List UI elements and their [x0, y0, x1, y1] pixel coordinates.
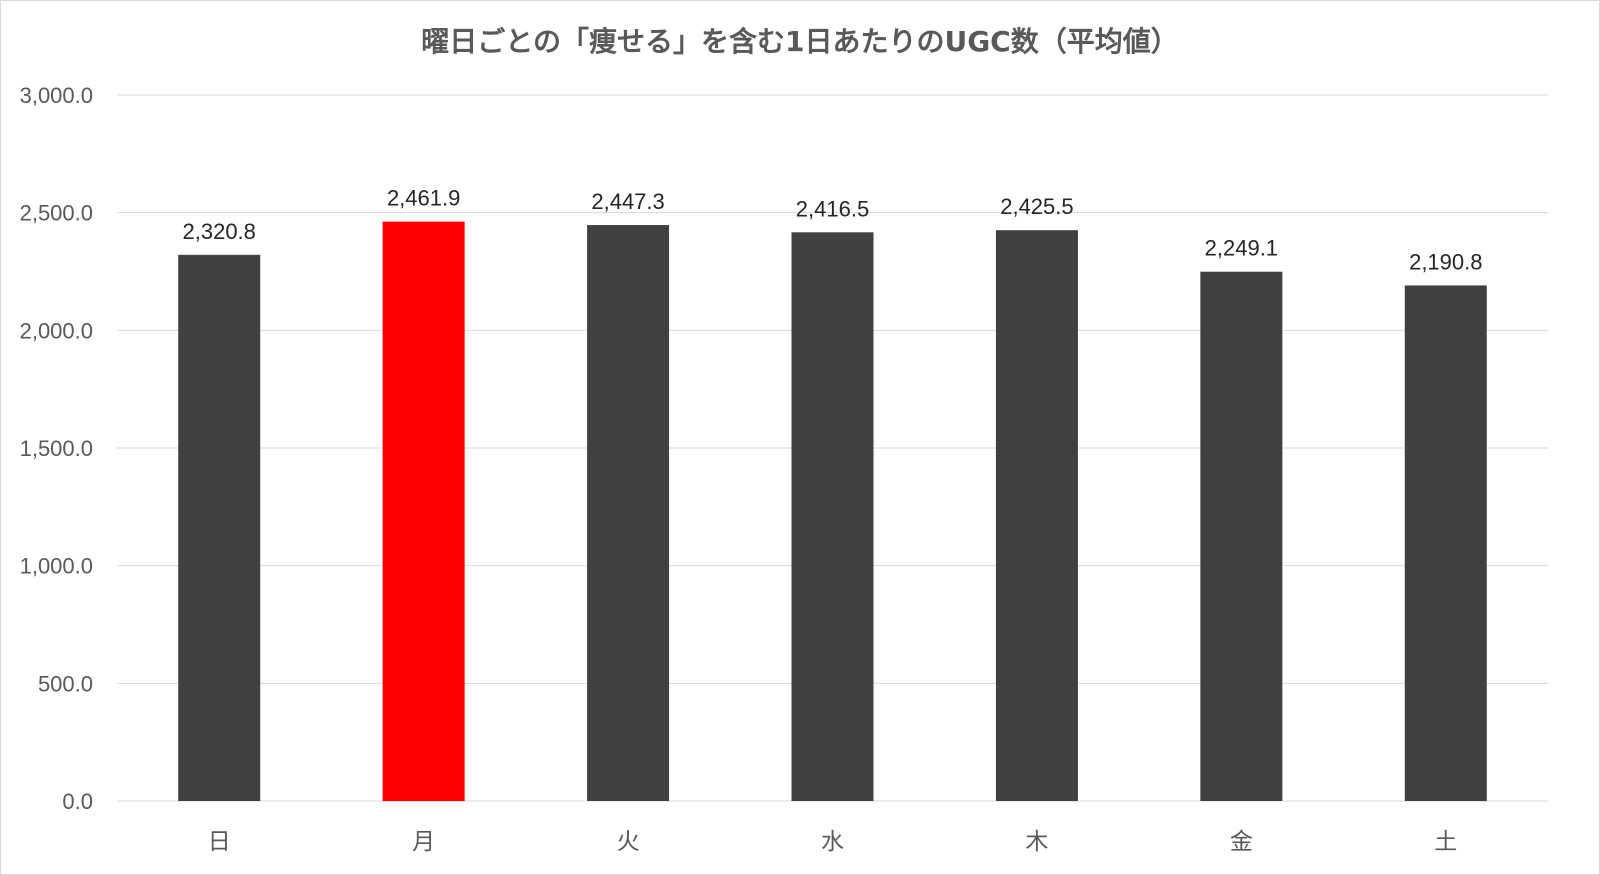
data-label-5: 2,249.1	[1205, 236, 1278, 261]
category-label-2: 火	[617, 829, 640, 855]
bar-4	[995, 230, 1078, 802]
category-label-6: 土	[1434, 829, 1457, 855]
bar-3	[791, 232, 874, 801]
y-tick-label: 3,000.0	[20, 83, 93, 108]
bar-1	[382, 221, 465, 801]
category-label-1: 月	[412, 829, 435, 855]
y-axis-tick-labels: 0.0 500.0 1,000.0 1,500.0 2,000.0 2,500.0 3,00…	[20, 83, 93, 814]
data-label-2: 2,447.3	[591, 189, 664, 214]
category-label-3: 水	[821, 829, 844, 855]
category-label-0: 日	[208, 829, 231, 855]
chart-title: 曜日ごとの「痩せる」を含む1日あたりのUGC数（平均値）	[421, 25, 1179, 58]
data-label-1: 2,461.9	[387, 186, 460, 211]
category-label-5: 金	[1230, 829, 1253, 855]
y-tick-label: 2,000.0	[20, 318, 93, 343]
category-label-4: 木	[1025, 829, 1048, 855]
bars	[178, 221, 1487, 802]
y-tick-label: 500.0	[38, 671, 93, 696]
data-label-0: 2,320.8	[183, 219, 256, 244]
bar-5	[1200, 271, 1283, 801]
y-tick-label: 2,500.0	[20, 201, 93, 226]
data-labels: 2,320.8 2,461.9 2,447.3 2,416.5 2,425.5 2,249…	[183, 186, 1483, 275]
bar-6	[1404, 285, 1487, 801]
y-tick-label: 0.0	[62, 789, 93, 814]
y-tick-label: 1,500.0	[20, 436, 93, 461]
x-axis-category-labels: 日月火水木金土	[208, 829, 1458, 855]
bar-2	[587, 225, 670, 802]
bar-0	[178, 254, 261, 802]
y-tick-label: 1,000.0	[20, 554, 93, 579]
data-label-4: 2,425.5	[1000, 194, 1073, 219]
data-label-6: 2,190.8	[1409, 249, 1482, 274]
data-label-3: 2,416.5	[796, 196, 869, 221]
